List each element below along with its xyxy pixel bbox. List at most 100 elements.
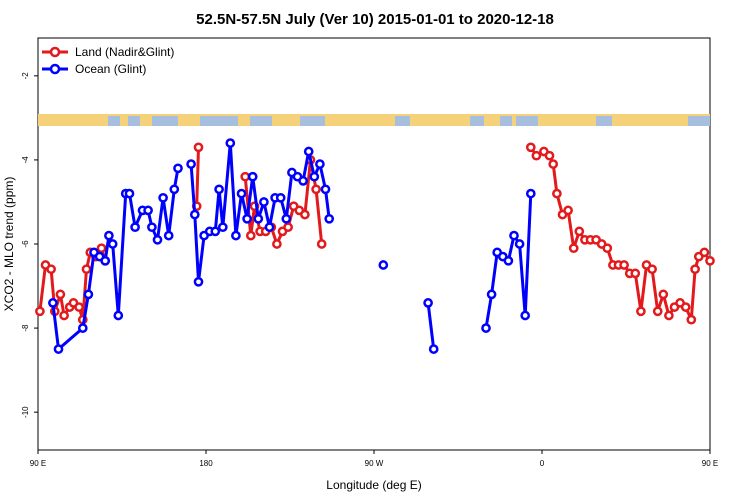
data-point — [253, 213, 264, 224]
series-ocean — [48, 138, 536, 354]
data-point — [311, 184, 321, 195]
map-land-band — [178, 114, 200, 126]
series-layer — [35, 138, 715, 354]
data-point — [143, 205, 153, 216]
legend-ocean-label: Ocean (Glint) — [75, 62, 146, 76]
data-point — [316, 239, 327, 249]
data-point — [320, 184, 331, 195]
data-point — [514, 239, 525, 249]
map-land-band — [120, 114, 128, 126]
series-line — [426, 302, 436, 350]
x-axis-ticks: 90 E 180 90 W 0 90 E — [30, 450, 718, 468]
data-point — [548, 159, 559, 169]
data-point — [680, 302, 691, 312]
y-tick-label: -4 — [21, 156, 30, 164]
data-point — [283, 222, 293, 233]
map-land-band — [272, 114, 300, 126]
data-point — [240, 171, 251, 182]
x-axis-label: Longitude (deg E) — [326, 478, 421, 492]
data-point — [525, 142, 536, 153]
y-axis-label: XCO2 - MLO trend (ppm) — [2, 177, 16, 312]
data-point — [652, 306, 663, 317]
world-map-strip — [38, 114, 710, 126]
chart-title: 52.5N-57.5N July (Ver 10) 2015-01-01 to … — [196, 11, 554, 28]
map-land-band — [612, 114, 688, 126]
y-tick-label: -2 — [21, 72, 30, 80]
data-point — [699, 247, 710, 258]
data-point — [147, 222, 157, 233]
legend: Land (Nadir&Glint) Ocean (Glint) — [42, 45, 174, 76]
x-tick-label: 90 E — [30, 459, 46, 468]
data-point — [130, 222, 140, 233]
data-point — [705, 255, 715, 266]
x-tick-label: 90 W — [365, 459, 384, 468]
data-point — [189, 209, 200, 220]
legend-land-label: Land (Nadir&Glint) — [75, 45, 174, 59]
data-point — [48, 298, 58, 308]
data-point — [53, 344, 64, 354]
data-point — [217, 222, 228, 233]
data-point — [298, 176, 308, 186]
data-point — [46, 264, 56, 275]
map-land-band — [410, 114, 470, 126]
series-line — [195, 147, 200, 207]
data-point — [193, 276, 204, 287]
data-point — [630, 268, 641, 279]
data-point — [186, 159, 196, 169]
data-point — [568, 243, 579, 254]
data-point — [658, 289, 669, 300]
data-point — [315, 159, 325, 169]
map-land-edge — [38, 114, 710, 116]
data-point — [636, 306, 646, 317]
data-point — [552, 188, 562, 199]
data-point — [574, 226, 585, 237]
map-land-band — [238, 114, 250, 126]
data-point — [214, 184, 224, 195]
data-point — [247, 171, 258, 182]
data-point — [210, 226, 221, 237]
data-point — [81, 264, 92, 275]
data-point — [259, 197, 269, 207]
data-point — [35, 306, 45, 317]
data-point — [231, 230, 241, 241]
data-point — [124, 188, 135, 199]
data-point — [509, 230, 519, 241]
data-point — [100, 255, 111, 266]
data-point — [324, 213, 335, 224]
data-point — [503, 255, 514, 266]
map-land-band — [140, 114, 152, 126]
data-point — [158, 192, 168, 203]
data-point — [242, 213, 252, 224]
data-point — [486, 289, 497, 300]
y-tick-label: -6 — [21, 240, 30, 248]
data-point — [531, 150, 542, 161]
data-point — [309, 171, 320, 182]
data-point — [428, 344, 439, 354]
map-land-band — [538, 114, 596, 126]
data-point — [77, 323, 88, 333]
data-point — [300, 209, 310, 220]
data-point — [107, 239, 118, 249]
data-point — [59, 310, 69, 321]
data-point — [303, 146, 314, 157]
data-point — [525, 188, 536, 199]
data-point — [173, 163, 183, 174]
data-point — [544, 150, 555, 161]
data-point — [236, 188, 247, 199]
data-point — [113, 310, 124, 321]
legend-ocean-marker — [49, 63, 61, 75]
map-land-band — [38, 114, 108, 126]
data-point — [83, 289, 94, 300]
map-land-band — [325, 114, 395, 126]
legend-land-marker — [49, 46, 61, 58]
data-point — [563, 205, 573, 216]
data-point — [520, 310, 531, 321]
data-point — [55, 289, 66, 300]
data-point — [163, 230, 174, 241]
data-point — [664, 310, 674, 321]
data-point — [152, 234, 163, 245]
data-point — [423, 298, 433, 308]
y-tick-label: -8 — [21, 324, 30, 332]
data-point — [272, 239, 282, 249]
data-point — [281, 213, 292, 224]
